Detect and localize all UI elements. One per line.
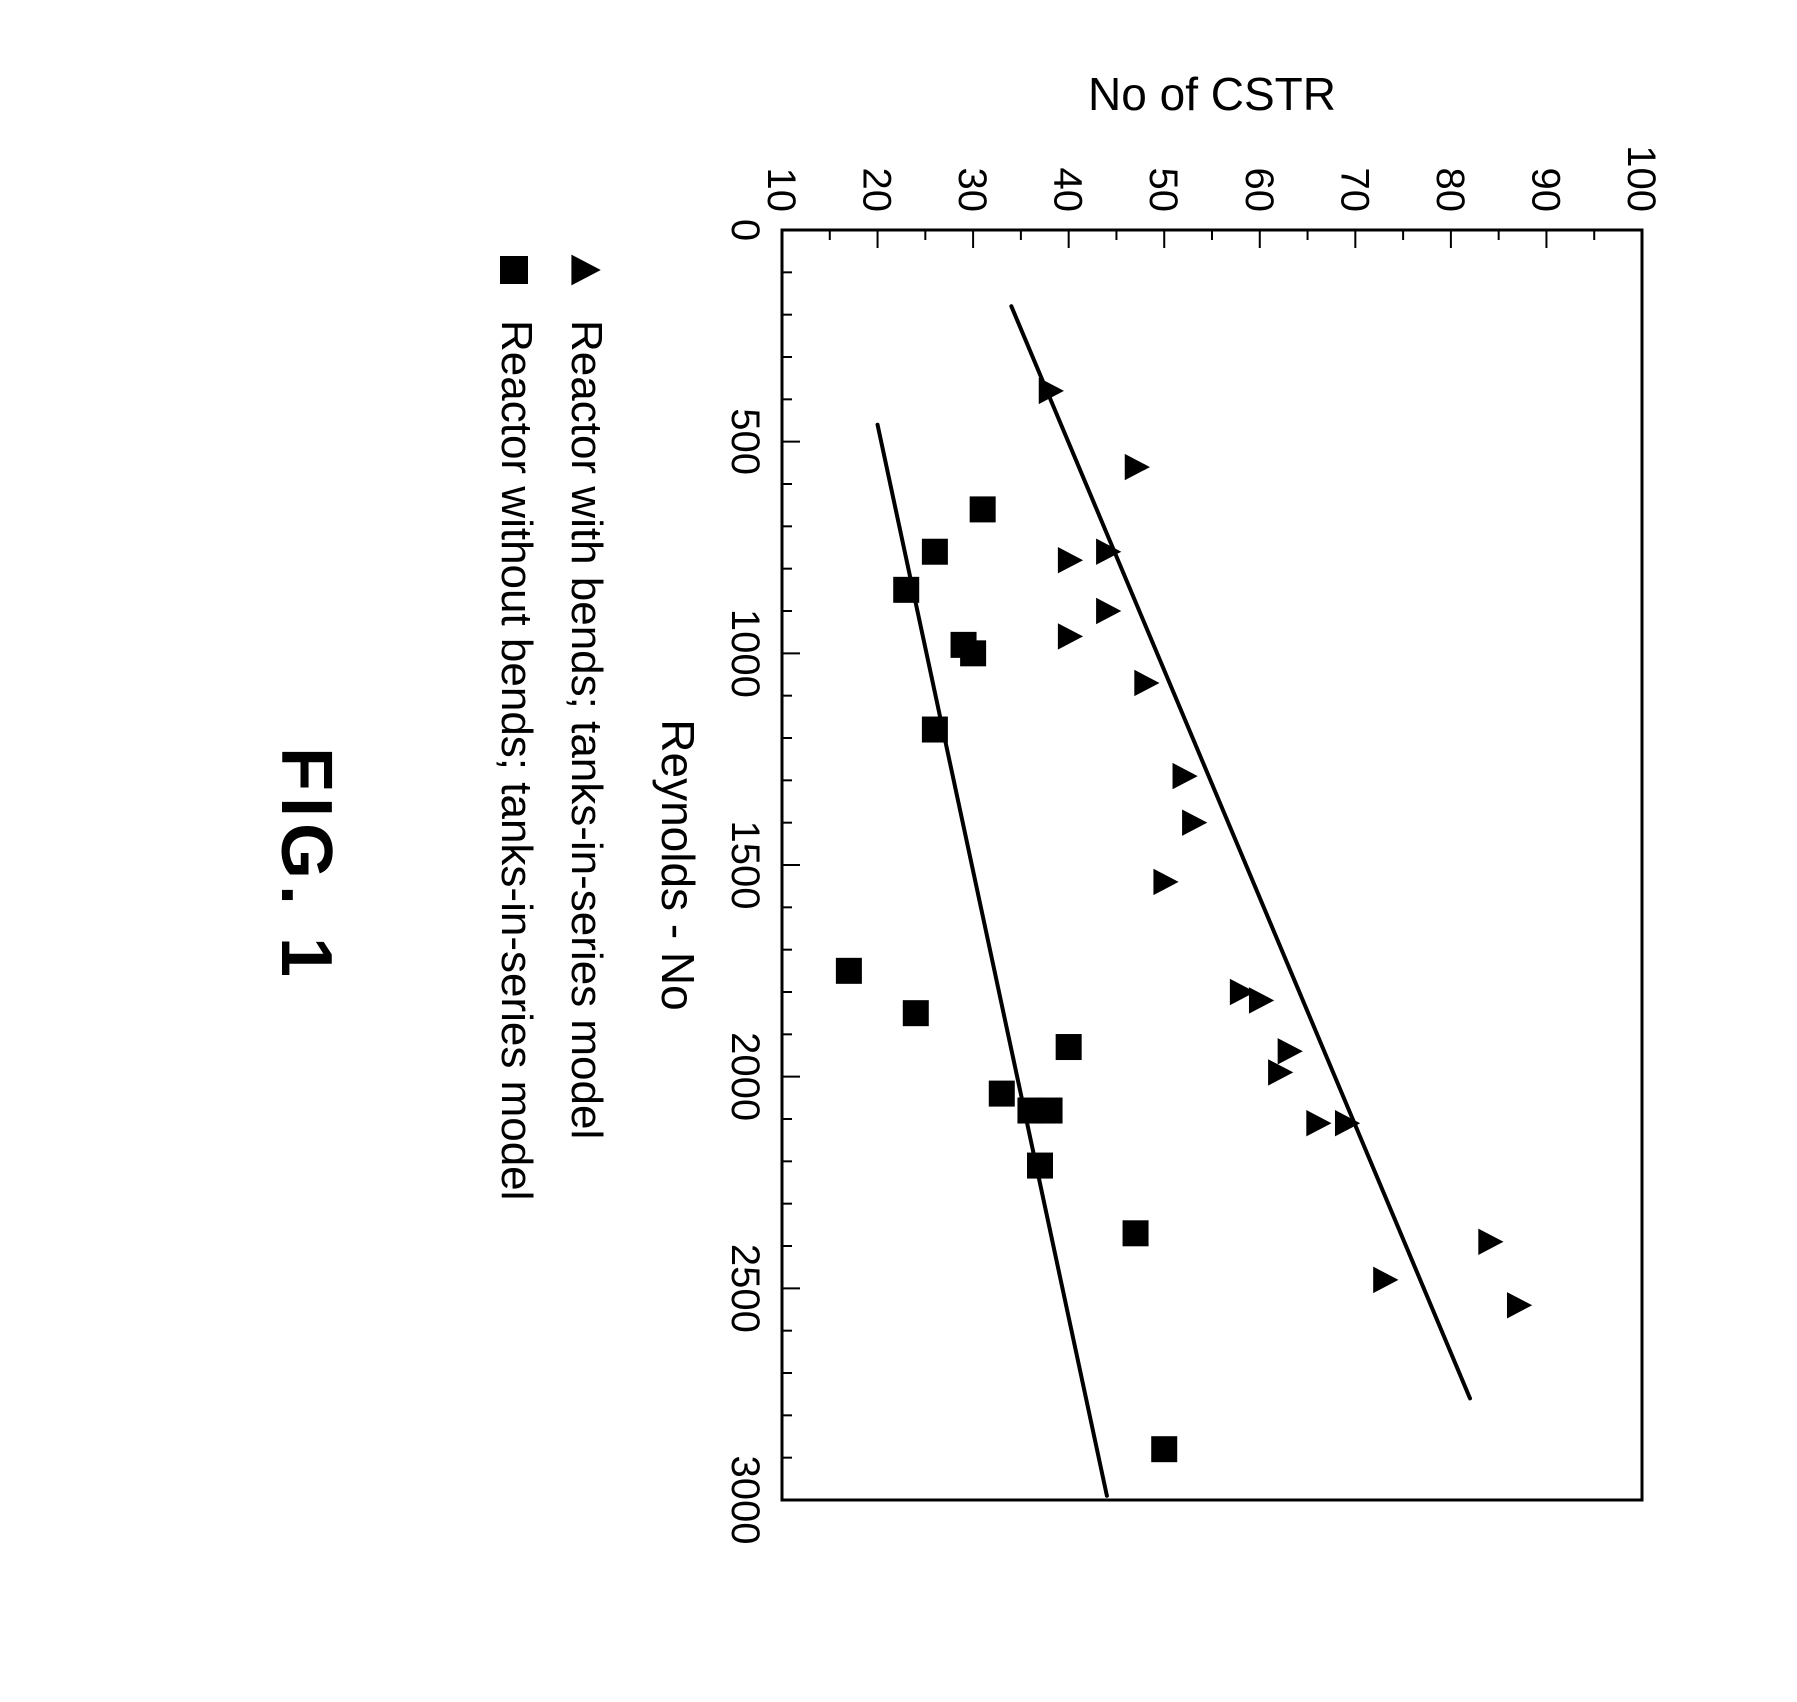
- svg-text:30: 30: [950, 168, 994, 213]
- svg-text:0: 0: [723, 219, 767, 241]
- svg-text:2500: 2500: [723, 1244, 767, 1333]
- svg-text:100: 100: [1619, 145, 1663, 212]
- scatter-chart: 0 500 1000 1500 2000 2500 3000 Reynolds - No 10 2…: [0, 0, 1797, 1702]
- svg-text:70: 70: [1332, 168, 1376, 213]
- svg-text:10: 10: [759, 168, 803, 213]
- svg-text:60: 60: [1237, 168, 1281, 213]
- svg-text:50: 50: [1141, 168, 1185, 213]
- svg-text:500: 500: [723, 408, 767, 475]
- svg-text:40: 40: [1046, 168, 1090, 213]
- svg-text:90: 90: [1523, 168, 1567, 213]
- svg-text:Reactor with bends; tanks-in-s: Reactor with bends; tanks-in-series mode…: [562, 320, 611, 1139]
- svg-text:2000: 2000: [723, 1032, 767, 1121]
- svg-text:3000: 3000: [723, 1456, 767, 1545]
- svg-text:1500: 1500: [723, 821, 767, 910]
- svg-text:Reynolds - No: Reynolds - No: [652, 719, 704, 1010]
- svg-text:Reactor without bends; tanks-i: Reactor without bends; tanks-in-series m…: [492, 320, 541, 1200]
- svg-text:No of CSTR: No of CSTR: [1088, 68, 1336, 120]
- svg-text:80: 80: [1428, 168, 1472, 213]
- svg-text:1000: 1000: [723, 609, 767, 698]
- svg-text:FIG. 1: FIG. 1: [266, 747, 346, 983]
- svg-text:20: 20: [855, 168, 899, 213]
